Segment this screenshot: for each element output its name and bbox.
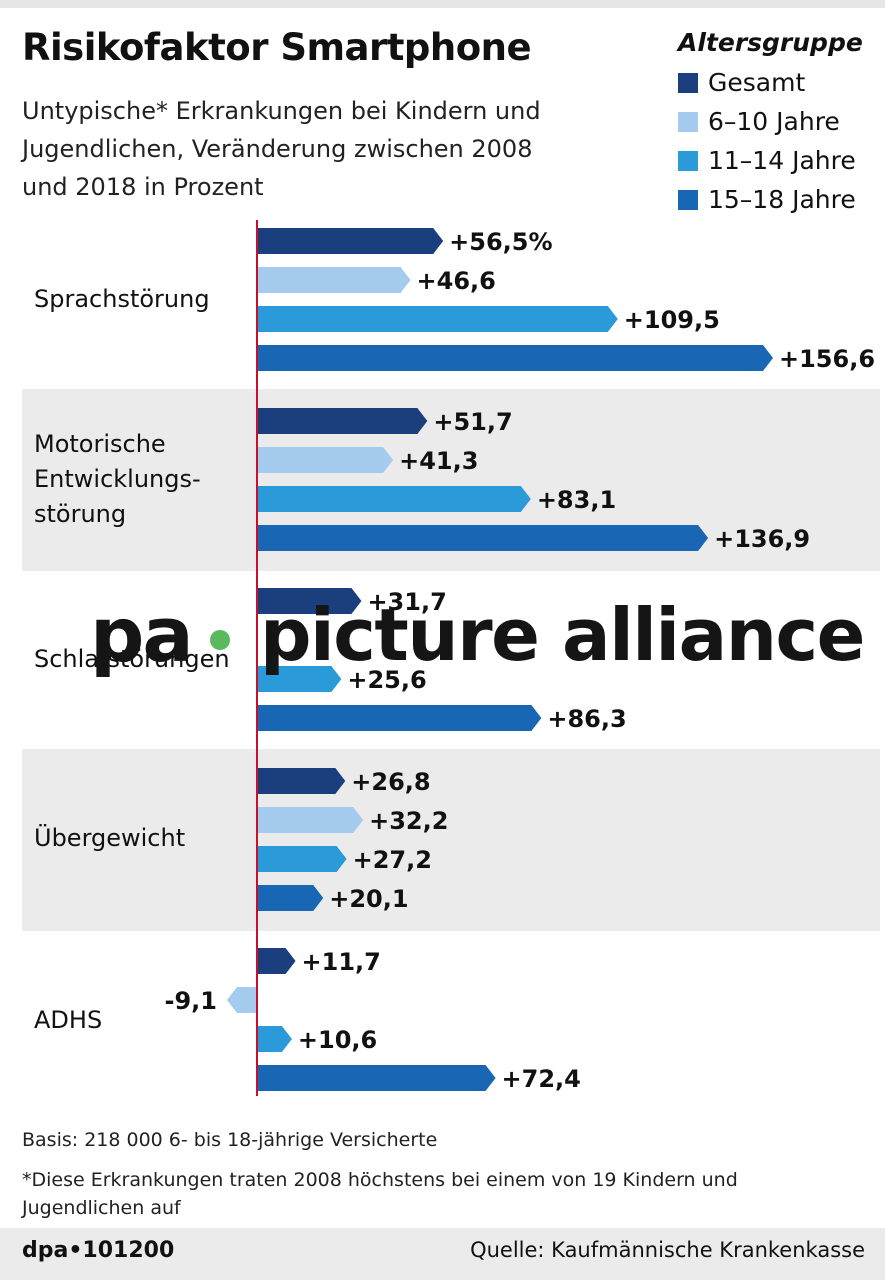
legend-label-6-10: 6–10 Jahre xyxy=(708,107,840,136)
bar-value-label: +83,1 xyxy=(537,486,616,514)
bar xyxy=(257,948,296,974)
category-group: +26,8 +32,2 +27,2 +20,1 xyxy=(257,768,448,913)
graphic-id: dpa•101200 xyxy=(22,1238,175,1263)
bar-value-label: +109,5 xyxy=(624,306,720,334)
category-label-schlafstoerungen: Schlafstörungen xyxy=(34,642,249,677)
category-group: +11,7 -9,1 +10,6 +72,4 xyxy=(165,948,581,1093)
bar-value-label: +31,7 xyxy=(367,588,446,616)
bar xyxy=(257,705,542,731)
bar-value-label: +156,6 xyxy=(779,345,875,373)
legend-swatch-6-10 xyxy=(678,111,698,132)
category-band-uebergewicht xyxy=(22,749,880,931)
top-bar xyxy=(0,0,885,8)
bar xyxy=(257,486,531,512)
bar-value-label: +56,5% xyxy=(449,228,552,256)
basis-note: Basis: 218 000 6- bis 18-jährige Versich… xyxy=(22,1129,438,1151)
bar-value-label: +46,6 xyxy=(417,267,496,295)
category-line: Motorische xyxy=(34,430,166,458)
footer: dpa•101200 Quelle: Kaufmännische Kranken… xyxy=(0,1228,885,1280)
category-line: störung xyxy=(34,500,127,528)
bar xyxy=(257,525,709,551)
bar-value-label: +20,1 xyxy=(329,885,408,913)
legend-label-15-18: 15–18 Jahre xyxy=(708,185,856,214)
legend-item-15-18: 15–18 Jahre xyxy=(678,180,878,219)
bar xyxy=(257,588,362,614)
bar xyxy=(257,267,411,293)
category-label-uebergewicht: Übergewicht xyxy=(34,821,249,856)
legend-label-11-14: 11–14 Jahre xyxy=(708,146,856,175)
bar-value-label: +51,7 xyxy=(433,408,512,436)
bar xyxy=(257,306,618,332)
bar xyxy=(257,1065,496,1091)
category-label-motorik: Motorische Entwicklungs- störung xyxy=(34,427,249,532)
legend-swatch-11-14 xyxy=(678,150,698,171)
bar xyxy=(257,846,347,872)
category-line: ADHS xyxy=(34,1006,103,1034)
legend: Altersgruppe Gesamt 6–10 Jahre 11–14 Jah… xyxy=(678,28,878,219)
bar-value-label: +11,7 xyxy=(302,948,381,976)
category-group: +31,7 +25,6 +86,3 xyxy=(257,588,627,733)
bar-value-label: +27,2 xyxy=(353,846,432,874)
legend-item-6-10: 6–10 Jahre xyxy=(678,102,878,141)
bar xyxy=(257,885,324,911)
bar xyxy=(227,987,257,1013)
bar-value-label: +136,9 xyxy=(714,525,810,553)
bar-value-label: +26,8 xyxy=(351,768,430,796)
bar xyxy=(257,447,394,473)
legend-label-gesamt: Gesamt xyxy=(708,68,806,97)
category-line: Entwicklungs- xyxy=(34,465,201,493)
chart-subtitle: Untypische* Erkrankungen bei Kindern und… xyxy=(22,97,541,201)
category-group: +51,7 +41,3 +83,1 +136,9 xyxy=(257,408,810,553)
bar-value-label: +72,4 xyxy=(502,1065,581,1093)
bar-value-label: -9,1 xyxy=(165,987,217,1015)
footnote: *Diese Erkrankungen traten 2008 höchsten… xyxy=(22,1169,738,1219)
bar-value-label: +25,6 xyxy=(347,666,426,694)
bar-value-label: +86,3 xyxy=(547,705,626,733)
legend-title: Altersgruppe xyxy=(678,28,863,57)
bar xyxy=(257,807,364,833)
bar-value-label: +32,2 xyxy=(369,807,448,835)
bar xyxy=(257,666,342,692)
bar-value-label: +41,3 xyxy=(399,447,478,475)
bar xyxy=(257,1026,292,1052)
category-group: +56,5% +46,6 +109,5 +156,6 xyxy=(257,228,875,373)
bar xyxy=(257,228,444,254)
bar-value-label: +10,6 xyxy=(298,1026,377,1054)
source-credit: Quelle: Kaufmännische Krankenkasse xyxy=(470,1238,865,1262)
category-line: Schlafstörungen xyxy=(34,645,230,673)
category-line: Übergewicht xyxy=(34,824,186,852)
legend-item-gesamt: Gesamt xyxy=(678,63,878,102)
legend-swatch-15-18 xyxy=(678,189,698,210)
category-label-sprachstoerung: Sprachstörung xyxy=(34,282,249,317)
legend-item-11-14: 11–14 Jahre xyxy=(678,141,878,180)
bar xyxy=(257,408,428,434)
bar xyxy=(257,768,346,794)
legend-swatch-gesamt xyxy=(678,72,698,93)
category-label-adhs: ADHS xyxy=(34,1003,249,1038)
category-line: Sprachstörung xyxy=(34,285,210,313)
chart-title: Risikofaktor Smartphone xyxy=(22,26,532,69)
bar xyxy=(257,345,773,371)
